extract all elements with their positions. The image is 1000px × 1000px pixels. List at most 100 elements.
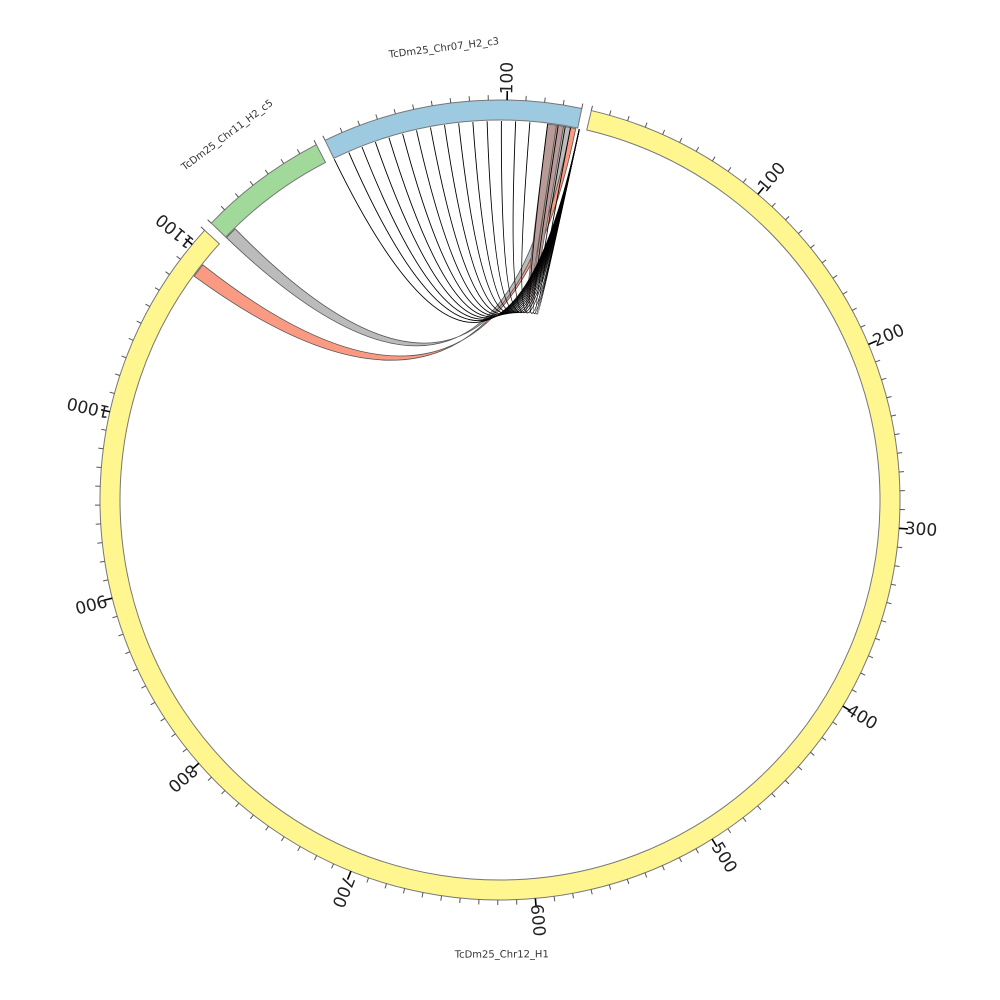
tick-minor xyxy=(421,892,424,898)
tick-minor xyxy=(150,701,156,706)
tick-minor xyxy=(881,620,887,623)
tick-minor xyxy=(821,737,827,741)
links-layer xyxy=(193,120,580,361)
tick-minor xyxy=(165,271,170,275)
tick-minor xyxy=(810,244,815,249)
tick-minor xyxy=(897,452,903,454)
tick-minor xyxy=(182,748,188,753)
tick-minor xyxy=(644,872,648,878)
tick-minor xyxy=(440,895,443,901)
tick-minor xyxy=(357,120,361,126)
tick-minor xyxy=(103,579,109,582)
tick-minor xyxy=(280,159,285,164)
tick-minor xyxy=(771,202,776,208)
tick-label: 200 xyxy=(870,320,908,351)
tick-major xyxy=(898,527,909,530)
tick-major xyxy=(103,597,113,602)
tick-minor xyxy=(832,721,838,726)
tick-minor xyxy=(132,668,138,672)
tick-label: 100 xyxy=(754,159,790,197)
tick-minor xyxy=(852,307,857,311)
tick-minor xyxy=(430,100,433,106)
tick-minor xyxy=(125,651,131,655)
tick-label: 1000 xyxy=(65,392,112,421)
tick-minor xyxy=(393,108,396,115)
tick-minor xyxy=(695,848,699,854)
tick-major xyxy=(868,340,878,346)
tick-minor xyxy=(727,828,732,834)
tick-minor xyxy=(118,633,124,637)
tick-label: 900 xyxy=(73,590,109,617)
tick-minor xyxy=(771,793,776,798)
tick-minor xyxy=(875,359,881,363)
tick-minor xyxy=(627,115,630,122)
tick-minor xyxy=(412,104,415,110)
tick-minor xyxy=(562,100,565,106)
tick-minor xyxy=(249,814,254,820)
tick-minor xyxy=(727,167,732,172)
tick-minor xyxy=(851,689,857,693)
tick-minor xyxy=(171,733,176,738)
tick-minor xyxy=(832,275,838,279)
tick-minor xyxy=(590,105,593,111)
tick-minor xyxy=(114,373,121,376)
tick-minor xyxy=(886,602,892,605)
tick-minor xyxy=(798,229,803,234)
tick-minor xyxy=(875,637,881,641)
tick-minor xyxy=(384,883,387,889)
tick-minor xyxy=(842,291,848,295)
tick-label: 700 xyxy=(327,873,358,911)
tick-minor xyxy=(322,135,326,141)
segment-name-label: TcDm25_Chr12_H1 xyxy=(454,949,549,960)
segments-layer xyxy=(99,99,901,901)
tick-minor xyxy=(661,865,665,871)
tick-minor xyxy=(609,110,612,116)
tick-minor xyxy=(890,583,897,586)
tick-minor xyxy=(296,149,301,154)
tick-minor xyxy=(264,169,269,175)
tick-major xyxy=(534,898,537,908)
tick-minor xyxy=(99,560,105,563)
tick-label: 600 xyxy=(526,903,549,937)
tick-minor xyxy=(141,685,147,689)
tick-minor xyxy=(221,790,226,795)
tick-minor xyxy=(98,447,104,450)
tick-minor xyxy=(894,565,900,568)
tick-minor xyxy=(176,255,181,260)
tick-minor xyxy=(297,846,301,852)
tick-minor xyxy=(626,879,630,885)
tick-minor xyxy=(449,98,452,104)
tick-minor xyxy=(109,391,115,394)
tick-minor xyxy=(154,287,160,291)
tick-minor xyxy=(572,893,575,899)
tick-major xyxy=(757,186,765,195)
tick-minor xyxy=(662,129,666,135)
tick-major xyxy=(346,870,352,880)
tick-minor xyxy=(590,889,593,895)
tick-minor xyxy=(544,97,546,103)
link-ribbon xyxy=(193,127,577,361)
tick-label: 1100 xyxy=(152,209,198,252)
tick-minor xyxy=(860,324,866,328)
tick-minor xyxy=(207,219,212,224)
tick-minor xyxy=(881,377,887,381)
link-line xyxy=(536,127,580,315)
tick-minor xyxy=(331,863,335,869)
tick-minor xyxy=(860,672,866,676)
tick-minor xyxy=(581,103,584,109)
tick-minor xyxy=(136,320,142,324)
tick-major xyxy=(191,762,200,770)
tick-minor xyxy=(785,216,790,221)
tick-minor xyxy=(757,805,762,811)
tick-minor xyxy=(280,836,285,842)
segment-name-label: TcDm25_Chr07_H2_c3 xyxy=(387,36,499,61)
tick-minor xyxy=(313,855,318,861)
tick-minor xyxy=(695,146,700,152)
segment-name-label: TcDm25_Chr11_H2_c5 xyxy=(179,98,275,174)
tick-minor xyxy=(821,259,827,264)
tick-minor xyxy=(810,751,815,756)
tick-minor xyxy=(608,884,612,890)
tick-label: 100 xyxy=(497,62,518,95)
tick-major xyxy=(100,408,111,413)
